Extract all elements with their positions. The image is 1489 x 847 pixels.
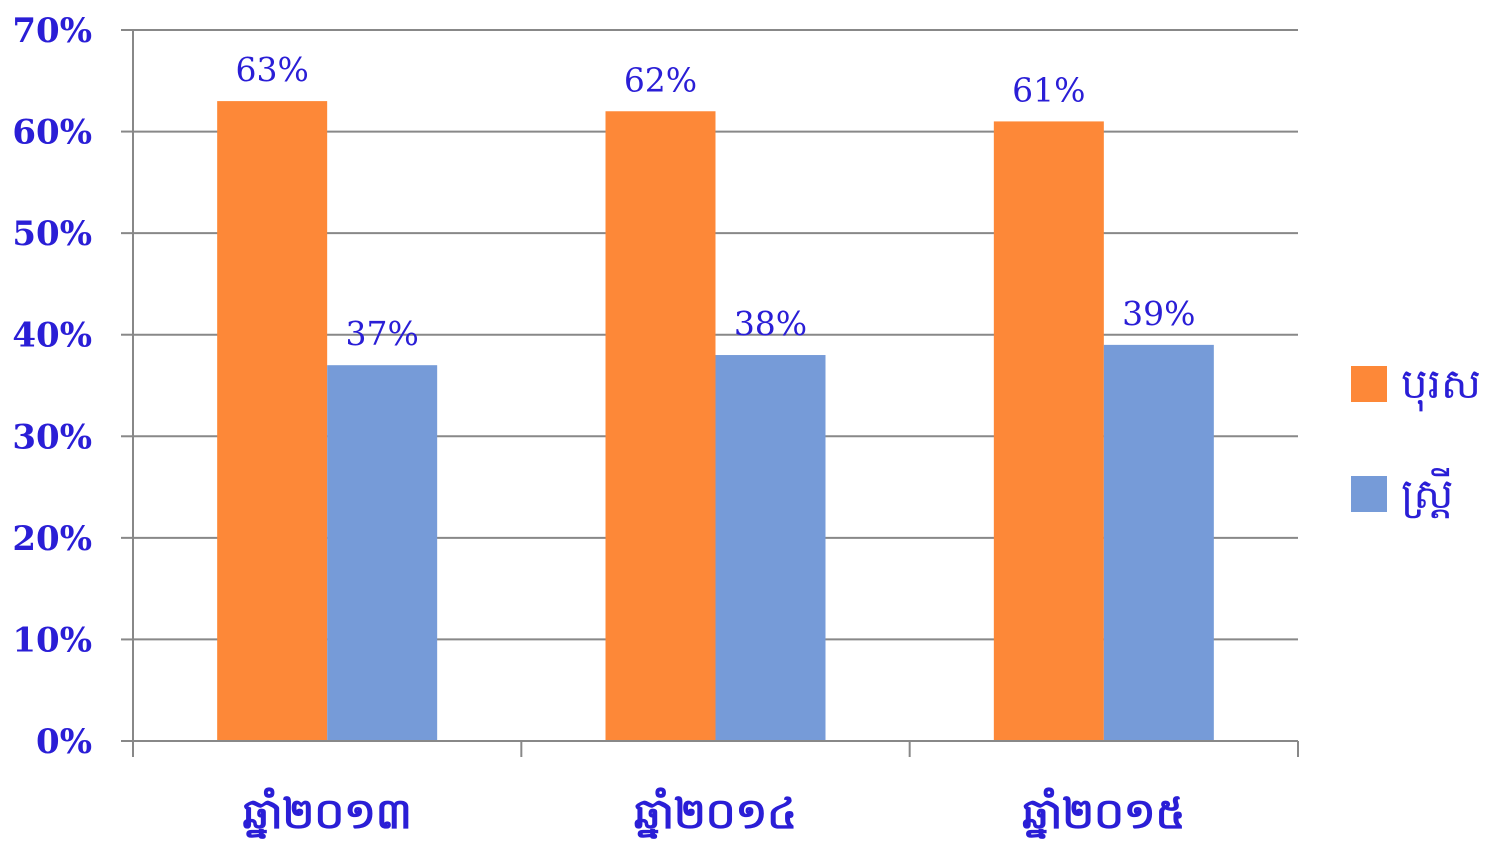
y-tick-label: 20% xyxy=(12,519,92,559)
axes: 0% 10% 20% 30% 40% 50% 60% 70% ឆ្នាំ២០១៣ ឆ្នាំ២០១… xyxy=(12,11,1299,839)
x-tick-label: ឆ្នាំ២០១៤ xyxy=(634,787,797,839)
bar-series-2 xyxy=(1103,344,1214,741)
data-label: 38% xyxy=(734,304,807,343)
data-label: 62% xyxy=(624,60,697,99)
y-tick-label: 30% xyxy=(12,417,92,457)
bar-series-1 xyxy=(605,111,716,741)
bars xyxy=(217,101,1214,742)
data-label: 37% xyxy=(345,314,418,353)
data-label: 63% xyxy=(235,50,308,89)
legend-swatch xyxy=(1351,476,1387,512)
legend-label: ស្ត្រី xyxy=(1401,468,1454,519)
y-tick-label: 60% xyxy=(12,113,92,153)
y-tick-label: 0% xyxy=(36,722,92,762)
data-label: 39% xyxy=(1122,294,1195,333)
x-tick-label: ឆ្នាំ២០១៥ xyxy=(1022,787,1185,839)
y-tick-label: 40% xyxy=(12,316,92,356)
legend: បុរសស្ត្រី xyxy=(1351,359,1481,519)
bar-series-1 xyxy=(993,121,1104,741)
bar-series-2 xyxy=(327,365,438,741)
x-tick-label: ឆ្នាំ២០១៣ xyxy=(243,787,412,839)
bar-series-1 xyxy=(217,101,328,742)
bar-series-2 xyxy=(715,355,826,741)
y-tick-label: 50% xyxy=(12,214,92,254)
y-tick-label: 70% xyxy=(12,11,92,51)
y-tick-label: 10% xyxy=(12,620,92,660)
data-label: 61% xyxy=(1012,70,1085,109)
legend-swatch xyxy=(1351,366,1387,402)
data-labels: 63% 37% 62% 38% 61% 39% xyxy=(235,50,1195,353)
legend-label: បុរស xyxy=(1401,359,1481,412)
